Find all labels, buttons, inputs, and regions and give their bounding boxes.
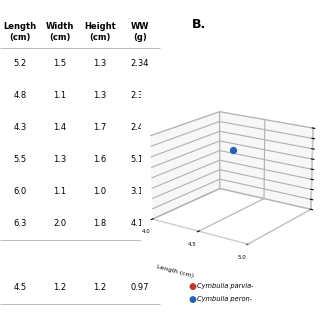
Text: B.: B. — [192, 18, 206, 31]
Text: Cymbulia peron-: Cymbulia peron- — [197, 296, 252, 302]
Text: Cymbulia parvia-: Cymbulia parvia- — [197, 284, 253, 289]
Text: ●: ● — [189, 282, 197, 291]
Text: ●: ● — [189, 295, 197, 304]
X-axis label: Length (cm): Length (cm) — [156, 264, 194, 278]
